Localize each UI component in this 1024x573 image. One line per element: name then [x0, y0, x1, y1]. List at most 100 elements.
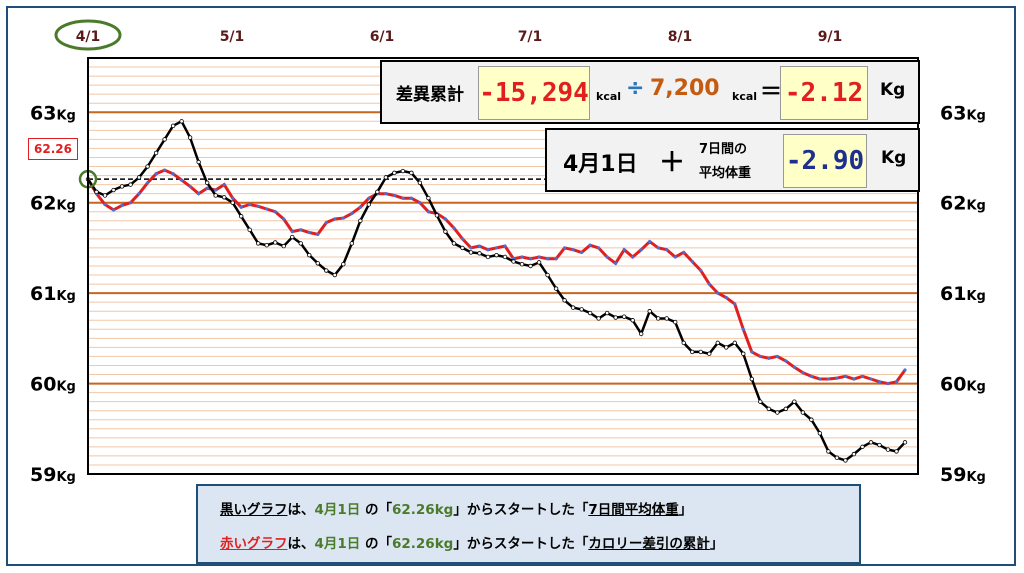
- series-point-red: [903, 368, 907, 372]
- series-point-black: [553, 286, 559, 291]
- cumulative-diff-text: -15,294: [479, 78, 589, 108]
- series-point-black: [621, 314, 627, 319]
- series-point-black: [655, 316, 661, 321]
- legend-black-weight: 62.26kg: [392, 502, 454, 518]
- series-point-black: [817, 431, 823, 436]
- legend-black-lead: 黒いグラフ: [220, 502, 288, 518]
- series-point-red: [316, 232, 320, 236]
- series-point-black: [570, 305, 576, 310]
- legend-black-date: 4月1日: [314, 502, 361, 518]
- series-point-black: [834, 455, 840, 460]
- series-point-red: [690, 259, 694, 264]
- y-tick-label: 62Kg: [940, 193, 986, 215]
- series-point-black: [809, 417, 814, 422]
- series-point-black: [281, 243, 286, 249]
- series-point-black: [315, 261, 320, 266]
- legend-line-black: 黒いグラフは、4月1日 の「62.26kg」からスタートした「7日間平均体重」: [220, 498, 692, 518]
- series-point-red: [358, 205, 362, 209]
- series-point-black: [196, 159, 201, 165]
- series-point-red: [733, 302, 737, 306]
- series-point-black: [111, 187, 116, 193]
- series-point-black: [324, 268, 329, 273]
- series-point-black: [826, 449, 831, 454]
- series-point-red: [171, 172, 175, 176]
- series-point-black: [179, 119, 184, 124]
- series-point-red: [699, 268, 703, 273]
- series-point-red: [205, 186, 209, 190]
- series-point-black: [409, 170, 414, 176]
- y-tick-label: 60Kg: [940, 374, 986, 396]
- series-point-red: [843, 374, 848, 378]
- series-point-red: [120, 203, 124, 208]
- series-point-black: [468, 250, 474, 255]
- series-point-red: [418, 201, 422, 205]
- series-point-red: [758, 354, 762, 359]
- series-point-black: [741, 351, 746, 356]
- series-point-red: [154, 172, 158, 176]
- legend-line-red: 赤いグラフは、4月1日 の「62.26kg」からスタートした「カロリー差引の累計…: [220, 532, 723, 552]
- series-point-red: [324, 220, 328, 225]
- series-point-red: [631, 255, 635, 259]
- series-point-red: [614, 261, 618, 265]
- kg-unit-2: Kg: [881, 148, 907, 168]
- series-point-black: [860, 444, 865, 450]
- cumulative-diff-label: 差異累計: [396, 85, 464, 105]
- series-point-black: [307, 252, 312, 258]
- series-point-black: [783, 406, 789, 412]
- legend-black-t1: は、: [287, 502, 315, 518]
- legend-red-date: 4月1日: [314, 536, 361, 552]
- legend-red-t1: は、: [287, 536, 315, 552]
- series-point-black: [843, 458, 848, 463]
- series-point-black: [256, 241, 261, 246]
- series-point-red: [886, 381, 890, 386]
- series-point-black: [230, 200, 235, 205]
- series-point-black: [94, 189, 99, 195]
- series-point-red: [809, 374, 813, 378]
- series-point-red: [792, 365, 796, 369]
- series-point-red: [673, 255, 677, 259]
- avg-weight-value: -2.90: [783, 134, 867, 188]
- series-point-red: [545, 257, 550, 261]
- y-tick-label: 59Kg: [940, 464, 986, 486]
- series-point-red: [724, 296, 728, 300]
- series-point-red: [443, 217, 448, 221]
- series-point-red: [197, 192, 201, 196]
- series-point-black: [502, 254, 508, 260]
- series-point-red: [784, 359, 788, 363]
- series-point-black: [715, 340, 720, 346]
- series-point-red: [597, 246, 601, 250]
- series-point-red: [162, 168, 167, 172]
- y-tick-label: 59Kg: [30, 464, 76, 486]
- series-point-black: [128, 182, 133, 187]
- series-point-black: [102, 193, 108, 198]
- series-point-red: [452, 226, 456, 230]
- series-point-black: [366, 202, 372, 207]
- x-tick-label: 9/1: [818, 29, 843, 45]
- legend-black-tail: 7日間平均体重: [588, 502, 679, 518]
- series-point-red: [273, 210, 277, 214]
- series-point-black: [545, 272, 550, 278]
- series-point-black: [766, 406, 772, 412]
- legend-red-t2: の「: [360, 536, 392, 552]
- grid: [88, 57, 918, 475]
- start-date-text: 4月1日: [563, 152, 638, 177]
- series-point-black: [238, 214, 244, 219]
- x-tick-label: 5/1: [220, 29, 245, 45]
- series-point-red: [588, 243, 592, 247]
- series-point-black: [519, 261, 525, 267]
- series-point-red: [460, 237, 465, 241]
- y-tick-labels-left: 63Kg 62Kg 61Kg 60Kg 59Kg: [30, 102, 76, 486]
- y-tick-label: 62Kg: [30, 193, 76, 215]
- series-point-black: [494, 252, 499, 258]
- series-point-black: [426, 195, 431, 201]
- y-tick-label: 61Kg: [30, 283, 76, 305]
- series-point-red: [826, 377, 831, 381]
- series-point-red: [503, 244, 507, 248]
- x-tick-label: 8/1: [668, 29, 693, 45]
- series-point-black: [894, 449, 899, 454]
- series-point-black: [732, 340, 737, 346]
- series-point-black: [851, 451, 857, 457]
- series-point-black: [358, 218, 363, 223]
- series-point-black: [136, 175, 142, 180]
- series-point-red: [775, 354, 779, 359]
